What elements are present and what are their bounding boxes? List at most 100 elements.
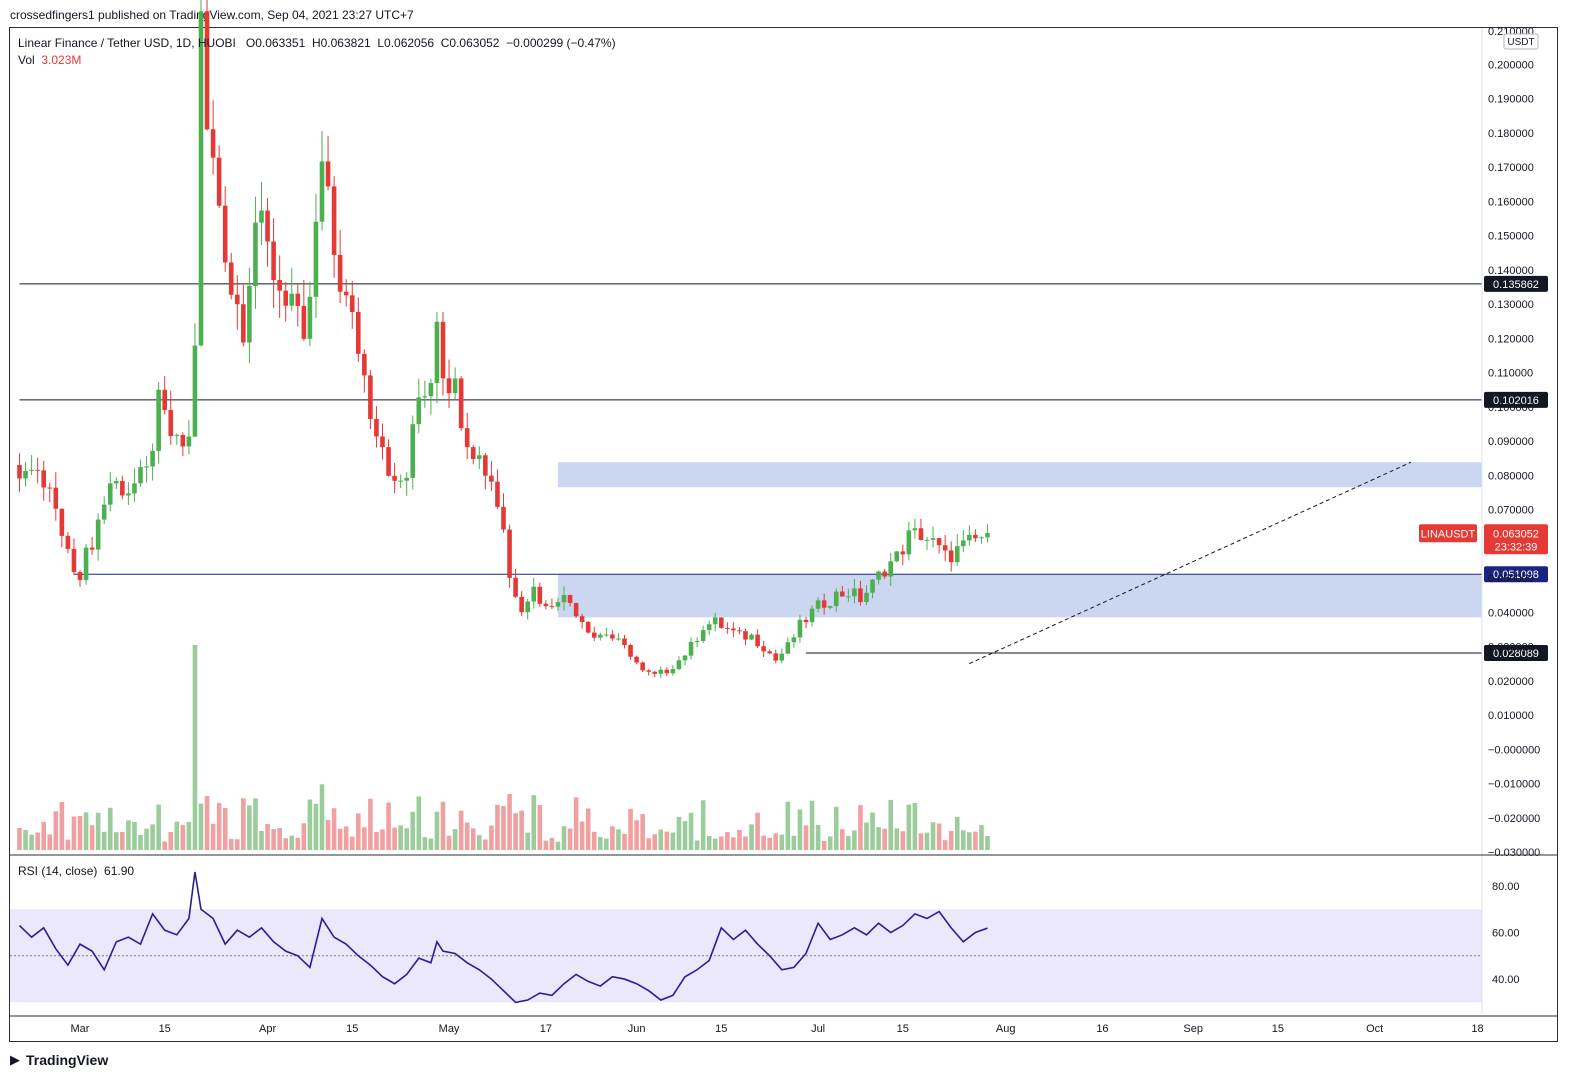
rsi-value: 61.90	[104, 864, 135, 878]
candle-body	[622, 638, 627, 646]
volume-bar	[325, 820, 331, 850]
candle-body	[876, 571, 881, 580]
volume-bar	[59, 802, 65, 850]
upper-zone	[557, 462, 1482, 488]
candle-body	[767, 651, 772, 654]
volume-bar	[731, 837, 736, 850]
volume-bar	[519, 810, 524, 850]
time-tick: 17	[540, 1023, 552, 1035]
candle-body	[954, 546, 960, 563]
resistance-2-tag-label: 0.135862	[1493, 279, 1539, 291]
candle-body	[107, 483, 113, 505]
volume-bar	[83, 812, 89, 850]
volume-bar	[694, 840, 700, 850]
volume-bar	[71, 816, 77, 850]
candle-body	[464, 428, 470, 448]
axes-layer: 0.200000 0.190000 0.180000 0.170000 0.160000…	[10, 26, 1557, 1035]
price-tick: 0.130000	[1488, 299, 1534, 311]
volume-bar	[168, 831, 174, 850]
volume-bar	[973, 831, 978, 850]
ohlc-open: O0.063351	[245, 36, 306, 50]
volume-bar	[948, 830, 954, 850]
last-price-value: 0.063052	[1493, 528, 1539, 540]
volume-bar	[410, 811, 416, 850]
volume-bar	[591, 831, 597, 850]
candle-body	[930, 538, 936, 540]
candle-body	[331, 186, 337, 255]
candle-body	[567, 595, 573, 603]
candle-body	[791, 637, 797, 643]
candle-body	[156, 389, 161, 451]
volume-bar	[755, 812, 760, 850]
candle-body	[174, 434, 180, 436]
volume-bar	[126, 820, 131, 850]
candle-body	[924, 539, 930, 541]
candle-body	[477, 455, 482, 459]
price-tick: 0.120000	[1488, 333, 1534, 345]
candle-body	[555, 602, 561, 607]
last-price-symbol-tag	[1419, 524, 1477, 543]
candle-body	[204, 11, 210, 130]
candle-body	[132, 483, 137, 494]
time-tick: 15	[159, 1023, 171, 1035]
volume-bar	[827, 836, 833, 850]
candle-body	[495, 481, 500, 507]
volume-bar	[434, 811, 440, 850]
candle-body	[374, 418, 379, 437]
volume-layer	[17, 645, 990, 850]
volume-bar	[706, 835, 712, 850]
candle-body	[870, 579, 875, 593]
volume-bar	[386, 802, 391, 850]
tradingview-logo[interactable]: ▶ TradingView	[10, 1052, 108, 1068]
price-tick: 0.190000	[1488, 94, 1534, 106]
candle-body	[779, 653, 785, 661]
candle-body	[803, 619, 809, 623]
candle-body	[640, 662, 645, 671]
price-tick: 0.020000	[1488, 676, 1534, 688]
volume-bar	[101, 831, 107, 850]
volume-bar	[138, 834, 143, 850]
symbol-legend: Linear Finance / Tether USD, 1D, HUOBI O…	[18, 36, 616, 50]
price-tick: 0.090000	[1488, 436, 1534, 448]
candle-body	[380, 436, 385, 448]
candle-body	[186, 436, 192, 447]
volume-bar	[682, 821, 688, 850]
candle-body	[404, 477, 409, 481]
price-tick: 0.150000	[1488, 231, 1534, 243]
candle-body	[259, 210, 264, 223]
support-1-tag	[1484, 566, 1548, 583]
levels-layer: 0.135862 0.102016 0.051098 0.028089	[19, 275, 1548, 662]
time-tick: 15	[346, 1023, 358, 1035]
rsi-layer: 80.00 60.00 40.00	[10, 871, 1520, 1004]
volume-bar	[65, 839, 71, 850]
volume-legend: Vol 3.023M	[18, 53, 81, 67]
candle-body	[440, 321, 446, 379]
volume-bar	[283, 838, 288, 850]
volume-bar	[265, 823, 270, 850]
price-tick: 0.170000	[1488, 162, 1534, 174]
volume-bar	[773, 833, 779, 850]
chart-frame[interactable]	[9, 27, 1558, 1042]
candle-body	[343, 291, 349, 296]
volume-bar	[458, 810, 464, 850]
candle-body	[368, 375, 373, 419]
volume-bar	[29, 834, 34, 850]
candle-body	[307, 296, 313, 339]
volume-bar	[870, 812, 875, 850]
volume-bar	[833, 806, 839, 850]
zones-layer	[557, 462, 1482, 618]
price-tick: −0.030000	[1488, 847, 1540, 859]
volume-bar	[876, 827, 881, 850]
volume-bar	[767, 837, 772, 850]
candle-body	[664, 669, 670, 674]
candle-body	[833, 591, 839, 607]
volume-bar	[216, 802, 222, 850]
volume-bar	[95, 812, 101, 850]
candle-body	[682, 655, 688, 661]
publisher-info: crossedfingers1 published on TradingView…	[10, 8, 414, 22]
volume-bar	[846, 835, 851, 850]
candle-body	[53, 487, 59, 509]
candle-body	[658, 669, 664, 674]
volume-bar	[585, 808, 591, 850]
